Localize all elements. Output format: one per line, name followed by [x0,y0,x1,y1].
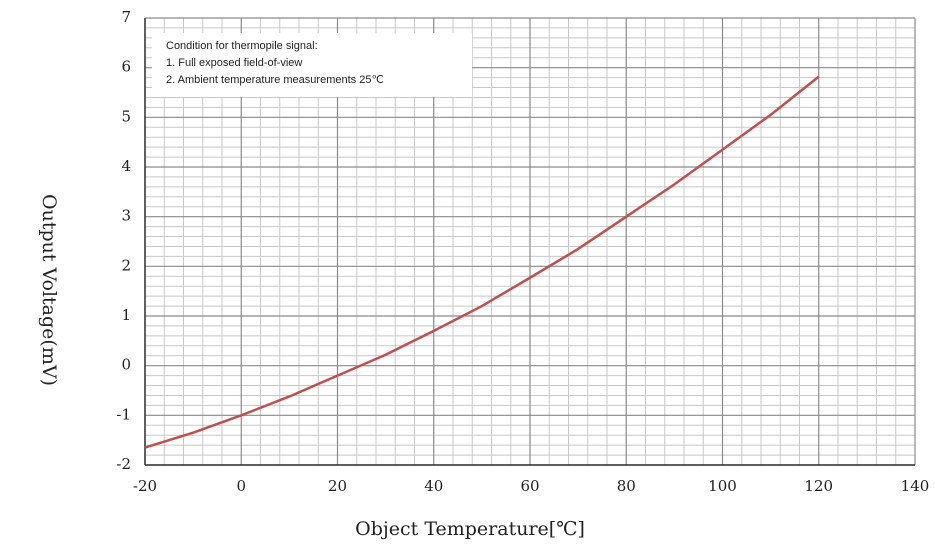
y-tick-label: 2 [121,256,131,274]
y-tick-label: 7 [121,8,131,26]
annotation: 2. Ambient temperature measurements 25℃ [166,74,384,86]
y-tick-label: 3 [121,207,131,225]
y-axis-label: Output Voltage(mV) [38,194,60,386]
annotation-box [152,33,472,97]
data-line [144,75,820,449]
x-tick-label: 40 [424,477,443,495]
annotation: Condition for thermopile signal: [166,40,318,52]
x-tick-label: 80 [617,477,636,495]
x-tick-label: 100 [708,477,737,495]
y-tick-label: -2 [116,455,131,473]
y-tick-label: 6 [121,58,131,76]
x-tick-label: 0 [236,477,246,495]
x-tick-label: 20 [328,477,347,495]
x-tick-label: 60 [520,477,539,495]
x-tick-label: -20 [133,477,157,495]
x-axis-label: Object Temperature[℃] [355,518,585,540]
x-tick-label: 140 [901,477,930,495]
y-tick-label: 4 [121,157,131,175]
y-tick-label: 5 [121,107,131,125]
y-tick-label: 1 [121,306,131,324]
x-tick-label: 120 [804,477,833,495]
y-tick-label: -1 [116,405,131,423]
y-tick-label: 0 [121,356,131,374]
annotation: 1. Full exposed field-of-view [166,57,302,69]
